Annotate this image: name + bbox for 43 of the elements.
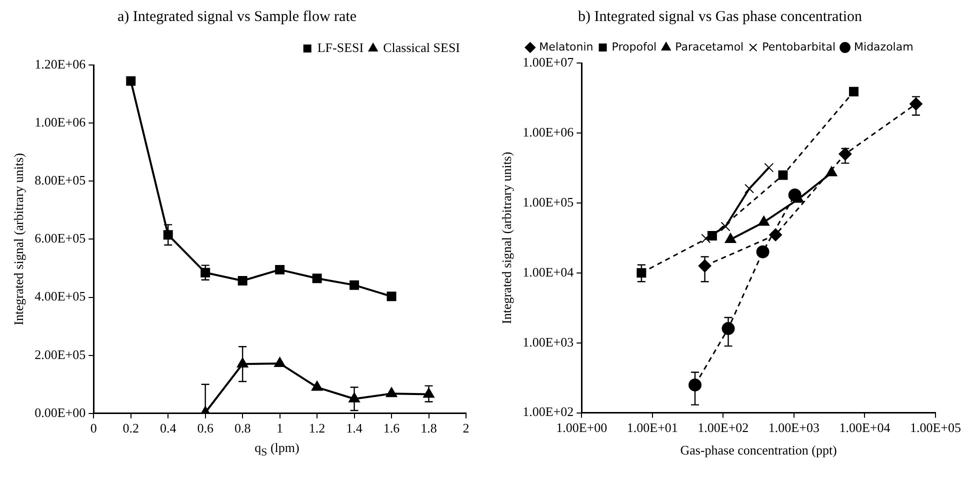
x-tick-label: 1.00E+04 — [839, 420, 891, 436]
x-tick-label: 1.8 — [420, 420, 437, 436]
y-tick-label: 1.00E+04 — [522, 264, 574, 280]
x-tick-label: 1.00E+05 — [910, 420, 962, 436]
x-tick-label: 2 — [462, 420, 470, 436]
x-tick-label: 1.4 — [346, 420, 363, 436]
legend-label: LF-SESI — [317, 40, 364, 55]
legend-label: Classical SESI — [383, 40, 460, 55]
legend-label: Paracetamol — [675, 40, 744, 54]
x-tick-label: 1.00E+01 — [626, 420, 678, 436]
y-tick-label: 1.00E+03 — [522, 334, 574, 350]
legend-label: Melatonin — [539, 40, 594, 54]
y-tick-label: 4.00E+05 — [34, 288, 86, 304]
legend-label: Midazolam — [854, 40, 914, 54]
x-tick-label: 0.2 — [122, 420, 139, 436]
y-tick-label: 6.00E+05 — [34, 230, 86, 246]
y-tick-label: 0.00E+00 — [34, 404, 86, 420]
x-tick-label: 0.6 — [197, 420, 214, 436]
x-axis-title: Gas-phase concentration (ppt) — [680, 442, 837, 458]
chart-title: a) Integrated signal vs Sample flow rate — [117, 8, 357, 25]
x-tick-label: 1.00E+02 — [698, 420, 749, 436]
x-tick-label: 1.00E+00 — [556, 420, 608, 436]
x-tick-label: 0.4 — [160, 420, 177, 436]
x-tick-label: 1 — [276, 420, 284, 436]
legend-label: Propofol — [612, 40, 657, 54]
y-axis-title: Integrated signal (arbitrary units) — [11, 153, 26, 326]
y-tick-label: 1.00E+07 — [522, 54, 574, 70]
y-tick-label: 1.00E+06 — [34, 114, 86, 130]
chart-title: b) Integrated signal vs Gas phase concentration — [578, 8, 863, 25]
y-tick-label: 1.00E+06 — [522, 124, 574, 140]
legend-label: Pentobarbital — [762, 40, 836, 54]
y-tick-label: 1.00E+02 — [522, 404, 574, 420]
x-axis-title: q$_{S}$ (lpm) — [254, 440, 300, 459]
x-tick-label: 0.8 — [234, 420, 251, 436]
y-axis-title: Integrated signal (arbitrary units) — [499, 152, 514, 324]
y-tick-label: 1.20E+06 — [34, 56, 86, 72]
x-tick-label: 1.00E+03 — [768, 420, 820, 436]
y-tick-label: 1.00E+05 — [522, 194, 574, 210]
y-tick-label: 2.00E+05 — [34, 346, 86, 362]
x-tick-label: 0 — [90, 420, 97, 436]
x-tick-label: 1.2 — [308, 420, 326, 436]
x-tick-label: 1.6 — [383, 420, 400, 436]
y-tick-label: 8.00E+05 — [34, 172, 86, 188]
